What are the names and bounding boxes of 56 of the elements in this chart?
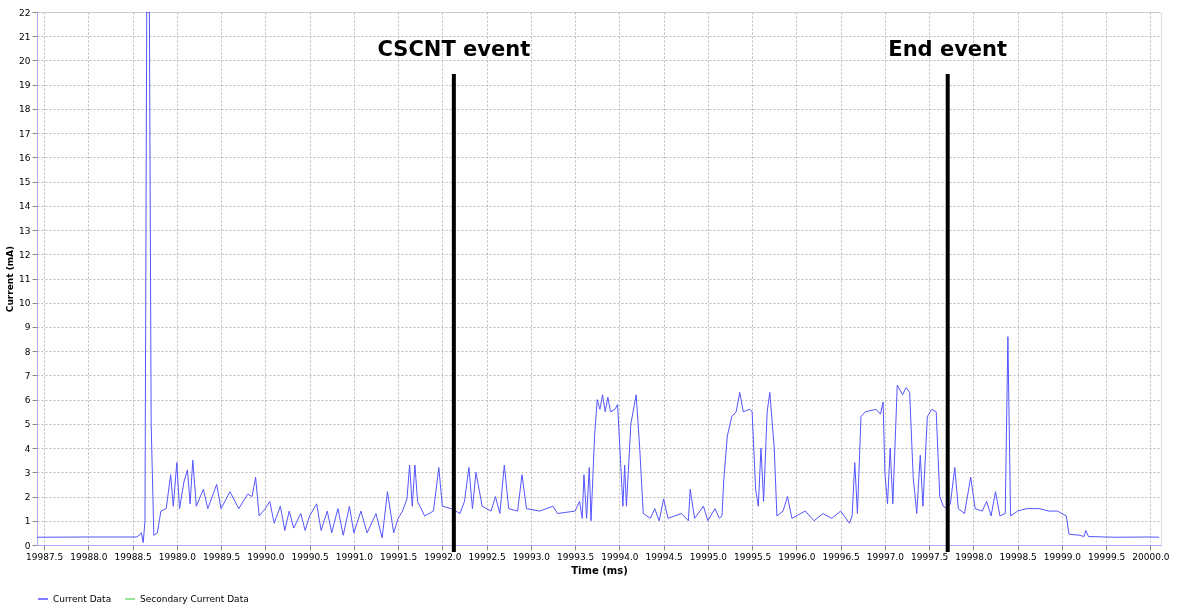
y-tick-label: 7 — [24, 370, 31, 381]
x-tick-label: 19997.0 — [866, 551, 905, 562]
y-tick-label: 11 — [19, 274, 31, 284]
y-tick-label: 5 — [24, 419, 31, 430]
x-tick-label: 19996.0 — [778, 551, 816, 562]
y-tick-label: 17 — [19, 128, 31, 139]
y-tick-label: 19 — [19, 80, 31, 91]
line-series — [37, 12, 1160, 544]
x-tick-label: 19992.0 — [424, 551, 462, 562]
y-tick-label: 22 — [19, 7, 31, 18]
y-tick-label: 0 — [24, 540, 31, 551]
y-tick-label: 14 — [19, 201, 31, 212]
ref-line-label: End event — [888, 37, 1008, 61]
x-tick-label: 19996.5 — [822, 551, 860, 562]
y-tick-label: 6 — [24, 395, 31, 406]
y-tick-label: 8 — [24, 346, 31, 357]
y-tick-label: 15 — [19, 177, 31, 188]
y-tick-label: 1 — [24, 516, 31, 527]
x-tick-label: 20000.0 — [1132, 551, 1170, 562]
x-tick-label: 19993.0 — [512, 551, 551, 562]
y-tick-label: 12 — [19, 249, 31, 260]
x-tick-label: 19992.5 — [468, 551, 506, 562]
x-tick-label: 19998.5 — [999, 551, 1037, 562]
x-axis-title: Time (ms) — [571, 564, 628, 576]
y-tick-label: 9 — [24, 322, 31, 333]
x-tick-label: 19988.5 — [114, 551, 152, 562]
y-tick-label: 21 — [19, 31, 31, 42]
x-tick-label: 19991.5 — [379, 551, 418, 562]
x-tick-label: 19994.5 — [645, 551, 683, 562]
x-tick-label: 19997.5 — [911, 551, 949, 562]
y-tick-label: 13 — [19, 225, 31, 236]
x-tick-label: 19991.0 — [335, 551, 374, 562]
x-tick-label: 19989.5 — [202, 551, 241, 562]
x-tick-label: 19995.5 — [734, 551, 772, 562]
x-tick-label: 19988.0 — [70, 551, 108, 562]
y-tick-label: 3 — [24, 467, 31, 478]
y-axis-title: Current (mA) — [5, 245, 16, 313]
x-tick-label: 19995.0 — [689, 551, 728, 562]
y-tick-label: 16 — [19, 152, 31, 163]
x-tick-label: 19999.5 — [1088, 551, 1126, 562]
x-tick-label: 19990.0 — [247, 551, 285, 562]
y-tick-label: 20 — [19, 55, 31, 66]
y-tick-label: 18 — [19, 104, 31, 115]
x-tick-label: 19990.5 — [291, 551, 329, 562]
x-tick-label: 19989.0 — [158, 551, 197, 562]
x-tick-label: 19994.0 — [601, 551, 639, 562]
x-tick-label: 19999.0 — [1043, 551, 1082, 562]
x-tick-label: 19993.5 — [556, 551, 595, 562]
legend-label: Secondary Current Data — [140, 594, 249, 604]
legend-label: Current Data — [53, 594, 112, 604]
y-tick-label: 2 — [24, 492, 31, 503]
y-tick-label: 4 — [24, 443, 31, 454]
x-tick-label: 19987.5 — [25, 551, 64, 562]
y-tick-label: 10 — [19, 298, 31, 309]
x-tick-label: 19998.0 — [955, 551, 993, 562]
ref-line-label: CSCNT event — [377, 37, 531, 61]
